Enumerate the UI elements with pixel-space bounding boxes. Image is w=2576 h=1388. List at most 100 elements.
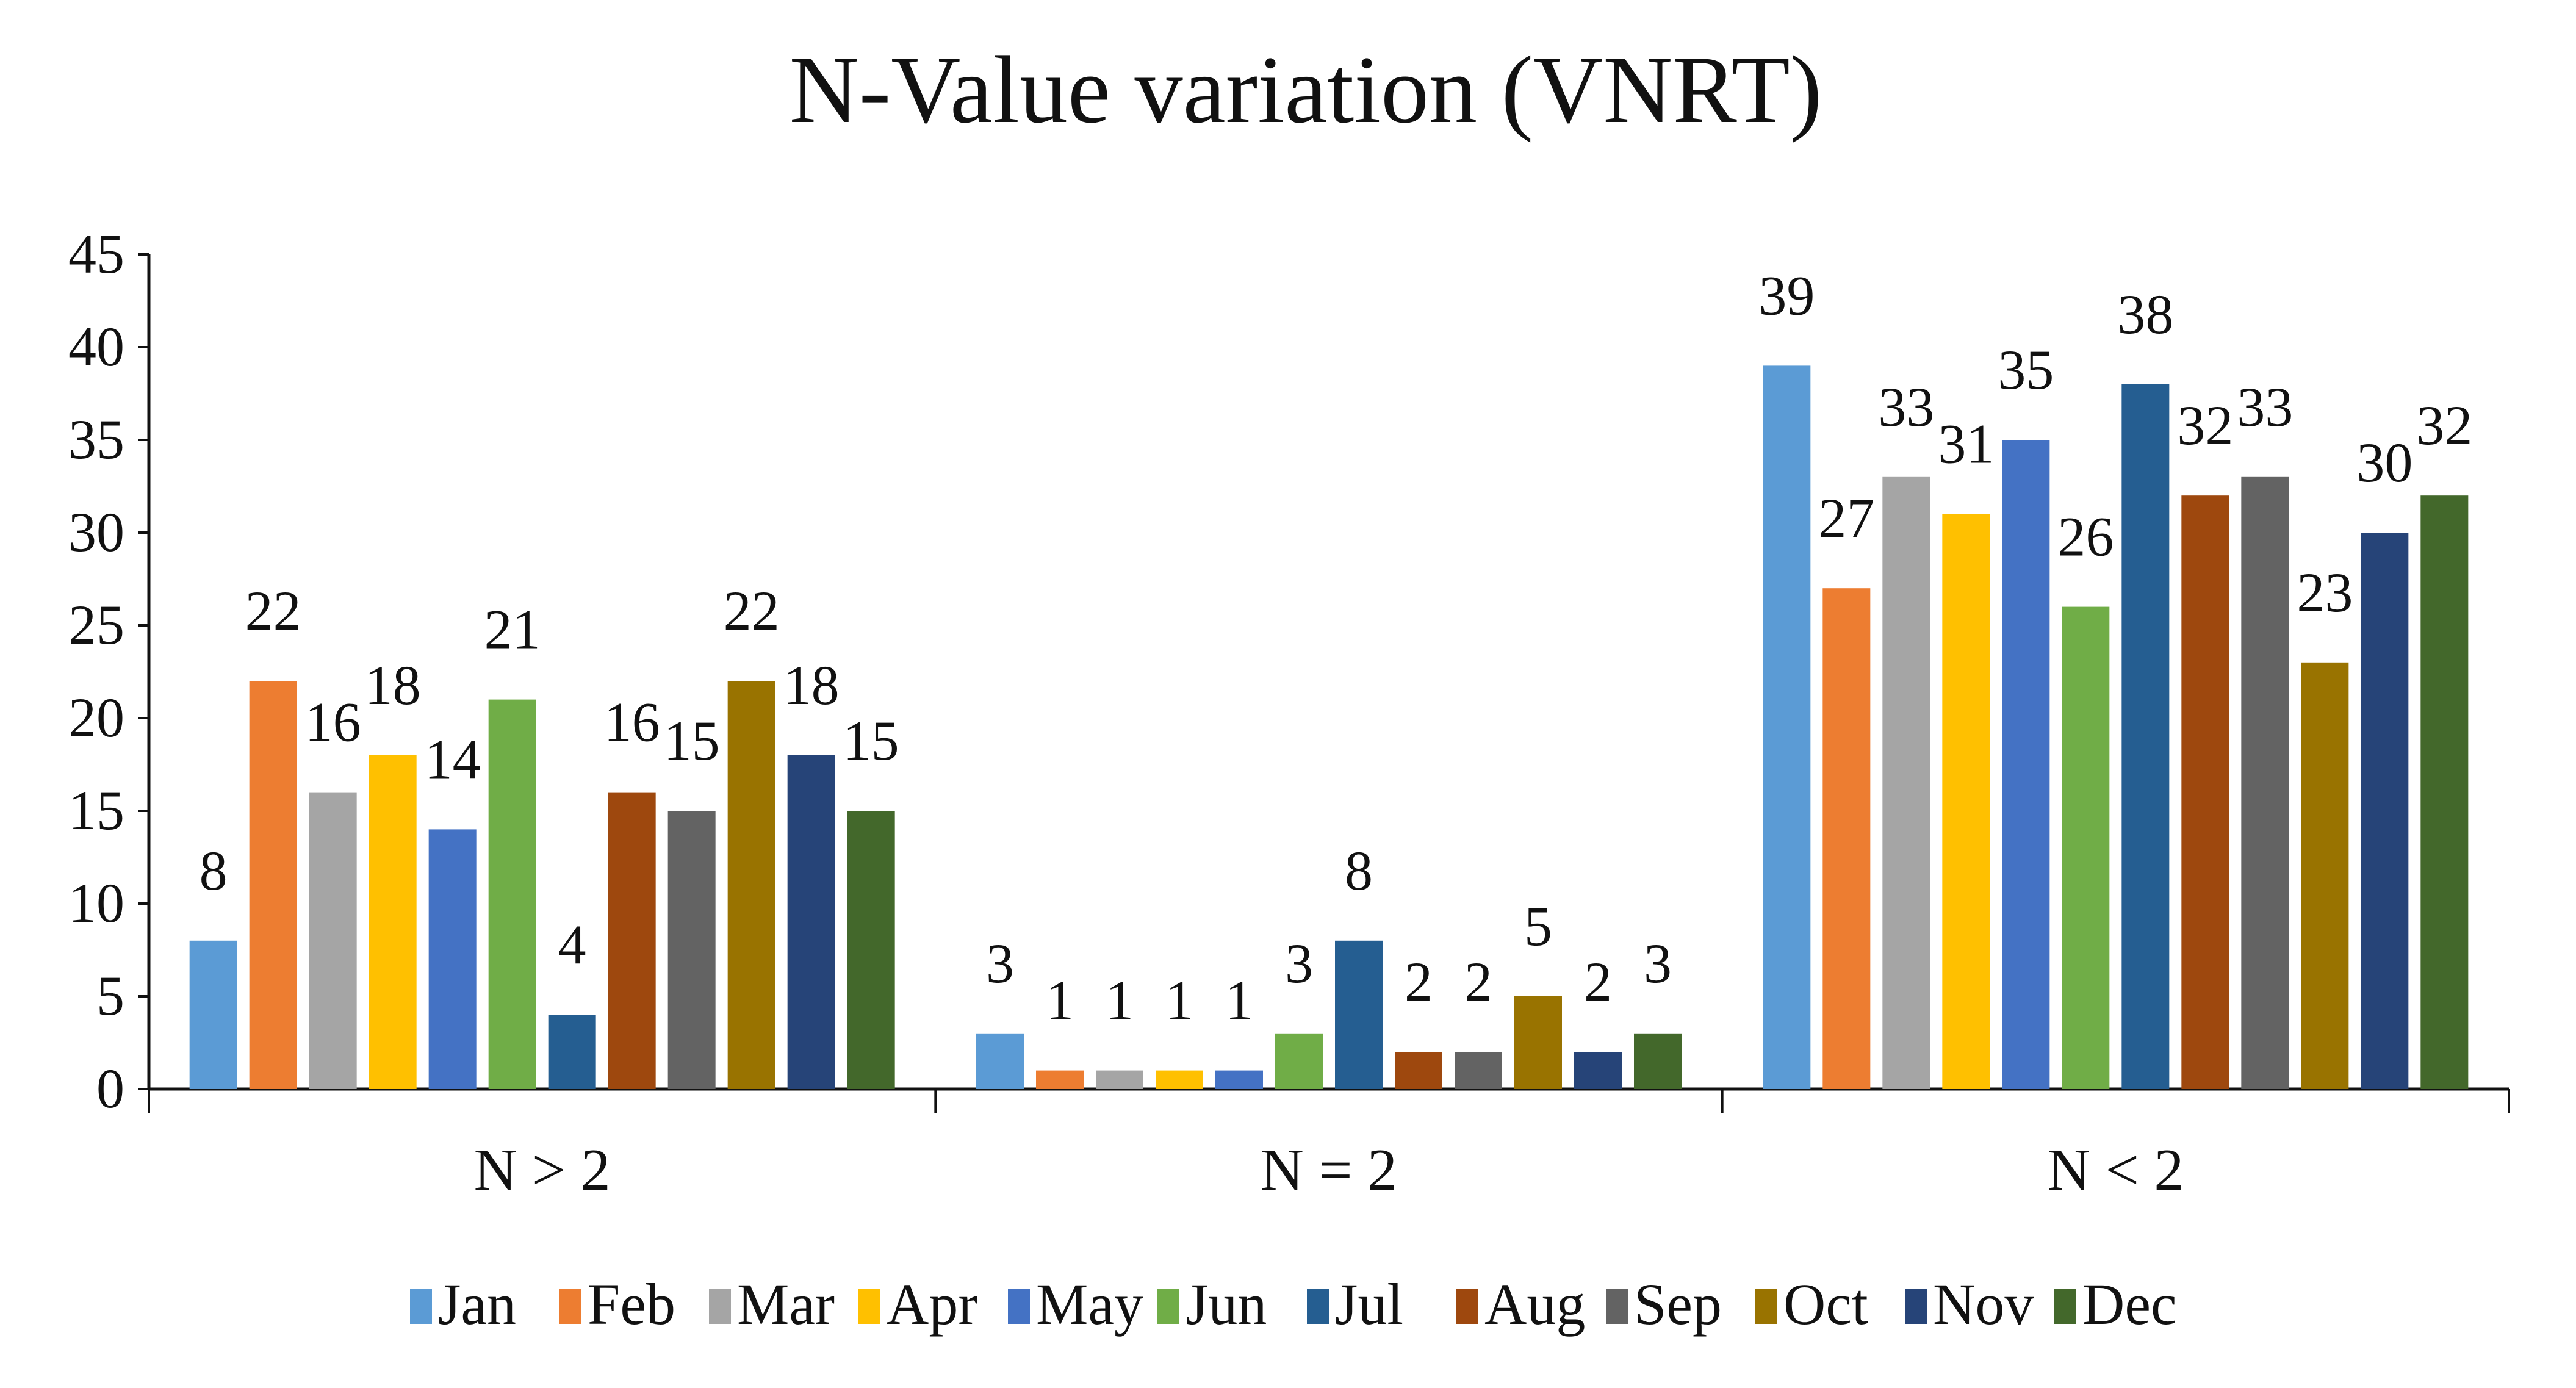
legend-label: Feb <box>588 1271 675 1337</box>
legend-swatch <box>1008 1289 1030 1324</box>
bar-feb-1 <box>249 681 297 1089</box>
y-tick-label: 35 <box>68 408 124 470</box>
bar-feb-2 <box>1036 1070 1084 1089</box>
data-label: 18 <box>365 654 421 716</box>
bar-jun-3 <box>2062 606 2110 1089</box>
data-label: 38 <box>2117 283 2173 345</box>
bar-may-1 <box>428 829 477 1089</box>
data-label: 26 <box>2057 506 2114 568</box>
data-label: 18 <box>783 654 840 716</box>
bar-sep-3 <box>2241 476 2289 1089</box>
legend-swatch <box>709 1289 731 1324</box>
bar-nov-2 <box>1574 1052 1622 1089</box>
y-tick-label: 10 <box>68 872 124 934</box>
bar-dec-2 <box>1634 1033 1682 1089</box>
data-label: 2 <box>1584 951 1612 1013</box>
bar-aug-2 <box>1395 1052 1442 1089</box>
bar-jan-3 <box>1763 365 1811 1089</box>
data-label: 15 <box>843 710 899 772</box>
data-label: 8 <box>200 840 228 902</box>
bar-apr-2 <box>1156 1070 1203 1089</box>
data-label: 15 <box>664 710 720 772</box>
legend-swatch <box>1456 1289 1478 1324</box>
y-tick-label: 25 <box>68 594 124 656</box>
bar-jul-3 <box>2121 384 2170 1089</box>
legend-label: Jun <box>1185 1271 1267 1337</box>
data-label: 14 <box>425 728 481 790</box>
data-label: 3 <box>1644 932 1672 994</box>
legend-label: Sep <box>1634 1271 1722 1337</box>
data-label: 22 <box>245 580 301 642</box>
x-category-label: N > 2 <box>474 1137 611 1203</box>
legend-label: Aug <box>1484 1271 1585 1337</box>
data-label: 39 <box>1758 264 1815 326</box>
data-label: 16 <box>604 691 660 753</box>
data-label: 5 <box>1524 895 1552 957</box>
data-label: 32 <box>2177 394 2233 456</box>
bar-mar-1 <box>309 792 357 1089</box>
y-tick-label: 20 <box>68 686 124 749</box>
legend-label: Jul <box>1335 1271 1403 1337</box>
bar-jun-2 <box>1275 1033 1323 1089</box>
data-label: 22 <box>724 580 780 642</box>
bar-may-2 <box>1215 1070 1263 1089</box>
bar-mar-3 <box>1882 476 1930 1089</box>
data-label: 27 <box>1818 487 1874 549</box>
legend-item-feb: Feb <box>559 1271 675 1337</box>
bar-dec-3 <box>2420 495 2469 1089</box>
bar-dec-1 <box>847 811 895 1089</box>
data-label: 32 <box>2416 394 2472 456</box>
legend-label: May <box>1036 1271 1143 1337</box>
legend-swatch <box>1307 1289 1329 1324</box>
legend-swatch <box>1606 1289 1628 1324</box>
data-label: 33 <box>1878 376 1934 438</box>
legend-item-mar: Mar <box>709 1271 835 1337</box>
bar-sep-1 <box>667 811 716 1089</box>
bar-oct-2 <box>1514 996 1562 1089</box>
legend-item-apr: Apr <box>858 1271 977 1337</box>
bar-aug-3 <box>2181 495 2229 1089</box>
legend-swatch <box>410 1289 432 1324</box>
bar-jul-2 <box>1335 940 1383 1089</box>
data-label: 1 <box>1165 969 1193 1032</box>
legend-item-jun: Jun <box>1157 1271 1267 1337</box>
legend-label: Dec <box>2082 1271 2177 1337</box>
legend-item-sep: Sep <box>1606 1271 1722 1337</box>
legend-label: Nov <box>1933 1271 2034 1337</box>
y-tick-label: 30 <box>68 501 124 563</box>
bar-apr-1 <box>369 755 417 1089</box>
y-tick-label: 15 <box>68 779 124 841</box>
legend-item-dec: Dec <box>2054 1271 2177 1337</box>
data-label: 1 <box>1106 969 1134 1032</box>
data-label: 35 <box>1998 339 2054 401</box>
data-label: 30 <box>2356 431 2412 494</box>
y-tick-label: 5 <box>96 965 124 1027</box>
data-label: 21 <box>484 599 541 661</box>
data-label: 8 <box>1345 840 1373 902</box>
bar-jan-1 <box>189 940 237 1089</box>
data-label: 2 <box>1464 951 1492 1013</box>
data-label: 1 <box>1225 969 1253 1032</box>
legend-item-oct: Oct <box>1755 1271 1868 1337</box>
legend-item-nov: Nov <box>1905 1271 2034 1337</box>
bar-sep-2 <box>1455 1052 1502 1089</box>
bar-oct-3 <box>2301 662 2349 1089</box>
data-label: 31 <box>1938 413 1994 475</box>
bar-feb-3 <box>1822 588 1871 1089</box>
bar-oct-1 <box>727 681 775 1089</box>
data-label: 3 <box>1285 932 1313 994</box>
bar-aug-1 <box>608 792 656 1089</box>
bar-jun-1 <box>488 699 536 1089</box>
legend-swatch <box>2054 1289 2076 1324</box>
bar-mar-2 <box>1096 1070 1143 1089</box>
legend-swatch <box>559 1289 581 1324</box>
bar-jul-1 <box>548 1015 596 1089</box>
legend-swatch <box>1755 1289 1777 1324</box>
legend-label: Jan <box>438 1271 516 1337</box>
data-label: 1 <box>1046 969 1074 1032</box>
bar-nov-3 <box>2361 533 2409 1089</box>
bar-apr-3 <box>1942 514 1990 1089</box>
